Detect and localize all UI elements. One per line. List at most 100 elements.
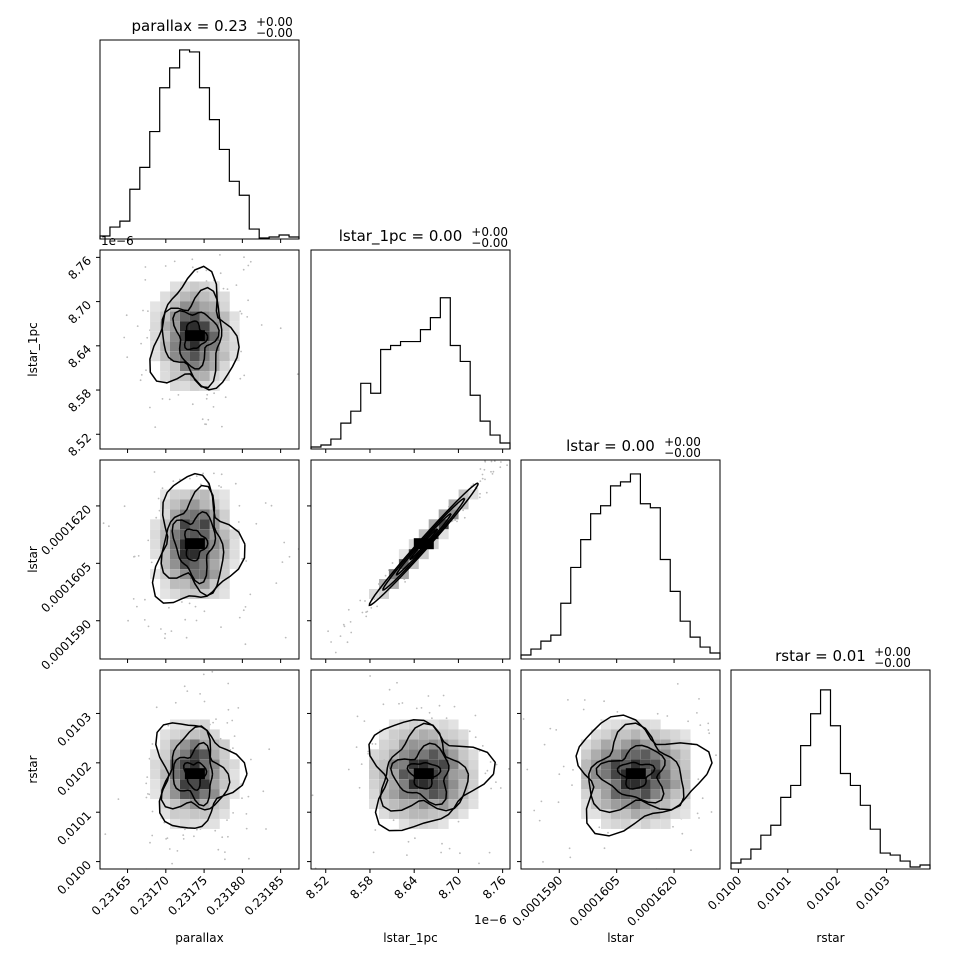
density-cell <box>601 779 611 790</box>
scatter-point <box>347 768 350 771</box>
density-cell <box>408 539 419 550</box>
scatter-point <box>191 266 194 269</box>
density-cell <box>229 549 240 560</box>
scatter-point <box>484 772 487 775</box>
density-cell <box>219 589 230 599</box>
y-tick-label: 0.0103 <box>55 710 95 750</box>
scatter-point <box>145 782 148 785</box>
density-cell <box>369 799 379 810</box>
density-cell <box>219 569 230 580</box>
density-cell <box>170 769 180 780</box>
density-cell <box>160 589 171 599</box>
scatter-point <box>247 795 250 798</box>
density-cell <box>150 529 161 540</box>
density-cell <box>199 281 210 292</box>
density-cell <box>209 589 220 599</box>
scatter-point <box>656 712 659 715</box>
panel-parallax-vs-rstar <box>99 635 300 870</box>
scatter-point <box>708 732 711 735</box>
density-cell <box>170 301 180 312</box>
density-cell <box>189 569 200 580</box>
density-cell <box>650 809 661 819</box>
density-cell <box>650 819 661 829</box>
title-subscript: −0.00 <box>664 446 701 460</box>
scatter-point <box>442 694 445 697</box>
scatter-point <box>170 630 173 632</box>
density-cell <box>680 809 691 819</box>
density-cell <box>170 519 180 530</box>
density-cell <box>150 341 161 352</box>
density-cell <box>170 549 180 560</box>
scatter-point <box>241 797 243 800</box>
density-cell <box>170 381 180 391</box>
density-cell <box>379 729 389 740</box>
y-axis-label-rstar: rstar <box>26 755 40 783</box>
density-cell <box>209 341 220 352</box>
density-cell <box>379 749 389 760</box>
contour-line <box>390 742 450 806</box>
scatter-point <box>244 643 247 646</box>
density-cell <box>219 509 230 520</box>
density-cell <box>581 769 592 780</box>
density-cell <box>610 779 621 790</box>
contour-line <box>575 714 713 837</box>
scatter-point <box>240 312 243 315</box>
scatter-point <box>155 516 158 519</box>
scatter-point <box>568 847 571 850</box>
density-cell <box>591 769 601 780</box>
scatter-point <box>161 398 164 400</box>
scatter-point <box>557 801 560 804</box>
scatter-point <box>145 796 148 799</box>
density-cell <box>630 779 641 790</box>
scatter-point <box>136 605 138 608</box>
scatter-point <box>728 731 730 733</box>
density-cell <box>219 489 230 500</box>
scatter-point <box>149 841 151 844</box>
scatter-point <box>227 682 230 685</box>
scatter-point <box>388 688 391 691</box>
density-cell <box>170 729 180 740</box>
scatter-point <box>144 266 147 268</box>
x-tick-label: 0.0103 <box>853 873 893 913</box>
scatter-point <box>161 487 164 490</box>
density-cell <box>591 779 601 790</box>
density-cell <box>418 779 429 790</box>
scatter-point <box>242 268 245 271</box>
scatter-point <box>247 264 250 267</box>
y-tick-label: 8.52 <box>65 430 94 459</box>
density-cell <box>180 729 190 740</box>
offset-text-y: 1e−6 <box>101 234 134 248</box>
density-cell <box>369 589 379 599</box>
density-cell <box>610 789 621 800</box>
y-tick-label: 8.76 <box>65 254 94 283</box>
density-cell <box>150 301 161 312</box>
scatter-point <box>169 635 171 637</box>
density-cell <box>209 559 220 570</box>
scatter-point <box>479 468 482 470</box>
x-axis-label-rstar: rstar <box>816 931 844 945</box>
scatter-point <box>462 667 464 669</box>
density-cell <box>189 341 200 352</box>
density-cell <box>219 779 230 790</box>
axes-frame <box>520 669 721 870</box>
scatter-point <box>140 342 143 345</box>
density-cell <box>170 341 180 352</box>
density-cell <box>160 769 171 780</box>
density-cell <box>229 539 240 550</box>
scatter-point <box>270 504 273 507</box>
scatter-point <box>217 848 220 851</box>
scatter-point <box>253 390 255 392</box>
density-cell <box>408 779 419 790</box>
density-cell <box>610 729 621 740</box>
density-cell <box>170 569 180 580</box>
scatter-point <box>696 812 699 815</box>
density-cell <box>209 739 220 750</box>
scatter-point <box>489 761 492 763</box>
scatter-point <box>144 598 146 601</box>
scatter-point <box>349 621 352 623</box>
panel-lstar-vs-rstar <box>520 669 730 870</box>
scatter-point <box>571 784 573 786</box>
scatter-point <box>44 311 46 313</box>
density-cell <box>428 789 439 800</box>
scatter-point <box>521 817 523 819</box>
